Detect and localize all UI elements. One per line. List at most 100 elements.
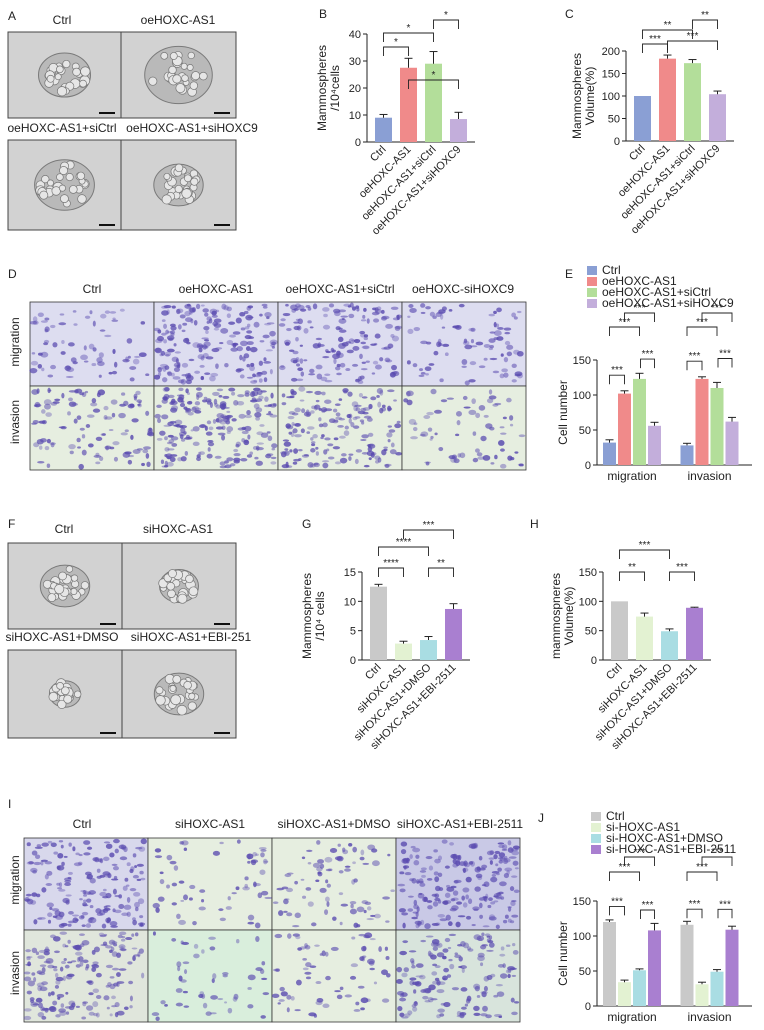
panel-d-image-r0-c0-cell (58, 322, 67, 326)
panel-i-image-r0-c0-cell (103, 907, 111, 911)
panel-i-image-r1-c0-cell (64, 945, 69, 948)
panel-d-image-r1-c1-cell (218, 394, 223, 398)
panel-i-image-r0-c0-cell (87, 892, 94, 896)
panel-i-image-r1-c3-cell (466, 995, 472, 1002)
panel-i-image-r1-c0-cell (103, 995, 110, 1001)
panel-i-image-r0-c2-cell (294, 912, 301, 919)
panel-i-image-r0-c0-cell (119, 856, 128, 861)
panel-d-image-r0-c1-cell (182, 322, 188, 326)
panel-d-image-r0-c0-cell (29, 367, 38, 374)
panel-d-image-r0-c0-cell (112, 348, 116, 354)
panel-i-image-r1-c2-cell (302, 967, 309, 971)
panel-i-image-r0-c3-cell (415, 911, 419, 918)
chart-j-legend-label: Ctrl (606, 809, 625, 823)
panel-a-image-ctrl-cell (46, 74, 55, 83)
chart-j-y-tick-label: 100 (573, 931, 591, 943)
panel-i-image-r0-c3-cell (504, 914, 509, 919)
panel-i-image-r1-c3-cell (483, 985, 488, 992)
panel-f-image-si-dmso-scale-bar (100, 732, 116, 734)
panel-i-image-r1-c3-cell (399, 1012, 405, 1018)
panel-i-image-r1-c1-cell (247, 974, 256, 981)
panel-d-image-r0-c0-cell (112, 317, 116, 321)
panel-i-image-r0-c2-cell (342, 847, 346, 853)
panel-f-image-ctrl-cell (70, 574, 79, 582)
panel-i-image-r1-c2-cell (280, 991, 288, 997)
panel-i-image-r0-c1-cell (252, 851, 257, 857)
chart-c-bar (634, 96, 651, 141)
panel-i-image-r1-c0-cell (128, 980, 134, 985)
panel-d-image-r1-c3-cell (514, 451, 519, 454)
panel-d-image-r1-c2-cell (291, 412, 299, 416)
panel-d-image-r1-c1-cell (156, 404, 162, 408)
panel-d-image-r1-c2-cell (280, 451, 288, 455)
panel-d-image-r0-c1-cell (245, 314, 253, 321)
chart-e-sig-bracket (624, 312, 655, 322)
panel-i-image-r1-c3-cell (409, 977, 417, 981)
panel-d-image-r0-c2-cell (312, 343, 320, 349)
panel-d-image-r1-c1-cell (167, 448, 175, 451)
panel-d-image-r1-c1-cell (207, 447, 211, 452)
panel-d-image-r0-c1-cell (263, 357, 267, 362)
panel-f-image-si-ebi-cell (170, 694, 182, 706)
panel-d-image-r1-c2-cell (324, 437, 331, 441)
panel-d-image-r1-c3-cell (517, 463, 524, 466)
panel-d-image-r1-c1-cell (221, 425, 226, 431)
panel-a-image-oe-sictrl-cell (59, 166, 69, 175)
panel-d-image-r1-c2-cell (358, 392, 363, 398)
panel-d-image-r1-c1-cell (238, 413, 246, 419)
panel-i-image-r0-c3-cell (474, 886, 481, 892)
panel-d-image-r1-c2-cell (299, 399, 305, 402)
panel-d-image-r0-c2-cell (299, 344, 303, 347)
panel-i-image-r0-c3-cell (419, 870, 427, 873)
panel-i-image-r1-c3-cell (431, 939, 440, 945)
panel-i-image-r0-c3-cell (512, 845, 520, 850)
chart-j-legend-label: si-HOXC-AS1+DMSO (606, 831, 723, 845)
chart-g-y-tick-label: 5 (350, 626, 356, 638)
panel-i-image-r0-c1-cell (257, 892, 263, 899)
panel-i-image-r0-c3-cell (514, 867, 519, 870)
panel-i-image-r1-c3-cell (443, 967, 449, 973)
panel-i-image-r0-c0-cell (85, 871, 92, 876)
panel-i-row-invasion: invasion (8, 951, 22, 995)
panel-i-image-r1-c3-cell (404, 1013, 411, 1017)
panel-i-image-r0-c3-cell (462, 867, 469, 872)
panel-d-image-r0-c1-cell (184, 317, 193, 323)
panel-d-image-r0-c2-cell (295, 337, 299, 342)
chart-h-bar (611, 601, 628, 660)
panel-i-image-r0-c0-cell (83, 840, 91, 845)
panel-i-image-r0-c3-cell (418, 878, 424, 884)
panel-d-image-r1-c2-cell (291, 422, 295, 427)
panel-i-image-r1-c0-cell (116, 981, 125, 984)
panel-d-image-r0-c2-cell (363, 336, 369, 341)
chart-e-legend-label: oeHOXC-AS1+siCtrl (602, 285, 711, 299)
panel-d-image-r1-c2-cell (370, 452, 375, 458)
panel-d-image-r0-c1-cell (266, 322, 275, 325)
panel-d-image-r1-c1-cell (226, 426, 234, 432)
panel-d-image-r1-c2-cell (312, 434, 318, 439)
panel-d-image-r0-c0-cell (89, 310, 93, 315)
panel-i-image-r1-c3-cell (408, 950, 417, 953)
panel-d-image-r0-c2-cell (385, 323, 393, 329)
chart-b-sig-bracket (408, 79, 459, 89)
panel-i-image-r1-c0-cell (129, 995, 133, 1002)
panel-i-image-r0-c1-cell (219, 917, 226, 922)
panel-i-image-r0-c3-cell (451, 905, 459, 911)
panel-d-image-r1-c1-cell (219, 461, 226, 466)
panel-d-image-r0-c3-cell (436, 311, 444, 315)
panel-d-image-r1-c0-cell (79, 427, 85, 431)
panel-d-image-r1-c1-cell (267, 435, 273, 442)
panel-d-image-r1-c1-cell (187, 392, 191, 396)
panel-d-image-r0-c3-cell (452, 325, 460, 329)
panel-d-image-r0-c2-cell (337, 336, 344, 343)
panel-d-image-r1-c3-cell (434, 432, 438, 436)
panel-i-image-r0-c0-cell (114, 909, 122, 914)
panel-d-image-r0-c2-cell (286, 327, 292, 332)
panel-d-micrographs (29, 301, 527, 471)
panel-i-image-r0-c3-cell (493, 900, 499, 903)
panel-i-image-r0-c0-cell (140, 838, 147, 845)
panel-d-image-r0-c0-cell (104, 334, 112, 338)
panel-i-image-r0-c0-cell (30, 867, 38, 873)
panel-d-image-r1-c0-cell (91, 398, 97, 404)
panel-i-image-r1-c2-cell (339, 986, 344, 991)
panel-d-image-r0-c1-cell (236, 346, 243, 352)
